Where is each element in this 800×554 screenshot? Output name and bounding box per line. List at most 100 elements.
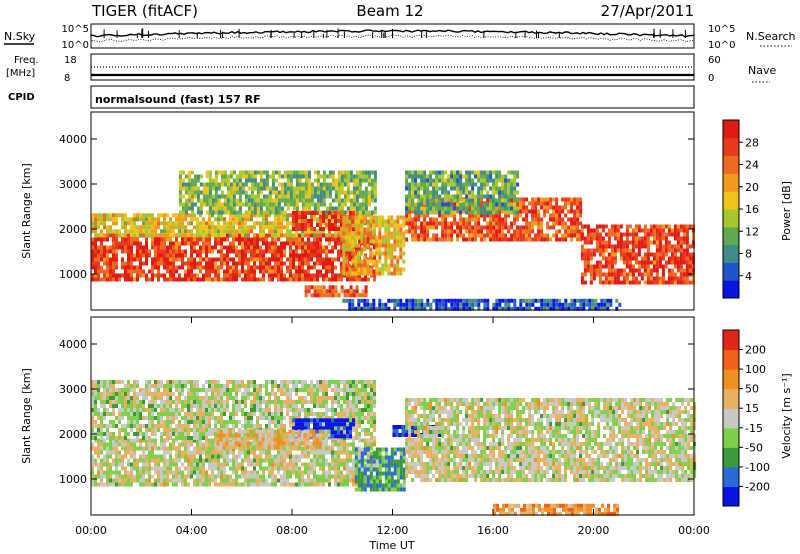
heatmap-cell <box>307 202 311 207</box>
heatmap-cell <box>504 217 508 222</box>
heatmap-cell <box>405 206 409 211</box>
heatmap-cell <box>157 269 160 274</box>
heatmap-cell <box>319 450 322 455</box>
heatmap-cell <box>289 178 293 183</box>
heatmap-cell <box>295 277 298 282</box>
heatmap-cell <box>283 458 286 463</box>
heatmap-cell <box>97 450 100 455</box>
heatmap-cell <box>628 252 632 257</box>
heatmap-cell <box>256 221 259 226</box>
heatmap-cell <box>217 233 220 238</box>
heatmap-cell <box>432 206 436 211</box>
heatmap-cell <box>298 458 301 463</box>
heatmap-cell <box>465 194 469 199</box>
heatmap-cell <box>160 474 163 479</box>
heatmap-cell <box>354 259 358 264</box>
heatmap-cell <box>531 302 535 307</box>
heatmap-cell <box>582 302 586 307</box>
heatmap-cell <box>328 237 331 242</box>
heatmap-cell <box>292 466 295 471</box>
heatmap-cell <box>244 269 247 274</box>
heatmap-cell <box>444 202 448 207</box>
heatmap-cell <box>106 450 109 455</box>
heatmap-cell <box>573 302 577 307</box>
heatmap-cell <box>304 249 307 254</box>
heatmap-cell <box>316 217 319 222</box>
heatmap-cell <box>373 198 377 203</box>
heatmap-cell <box>310 458 313 463</box>
heatmap-cell <box>307 454 310 459</box>
heatmap-cell <box>558 217 562 222</box>
heatmap-cell <box>103 269 106 274</box>
heatmap-cell <box>540 229 544 234</box>
heatmap-cell <box>549 298 553 303</box>
heatmap-cell <box>522 237 526 242</box>
heatmap-cell <box>304 194 308 199</box>
heatmap-cell <box>364 178 368 183</box>
heatmap-cell <box>453 221 457 226</box>
heatmap-cell <box>372 263 376 268</box>
heatmap-cell <box>340 249 343 254</box>
heatmap-cell <box>420 194 424 199</box>
heatmap-cell <box>286 470 289 475</box>
heatmap-cell <box>160 446 163 451</box>
heatmap-cell <box>573 217 577 222</box>
heatmap-cell <box>459 186 463 191</box>
heatmap-cell <box>622 252 626 257</box>
heatmap-cell <box>277 261 280 266</box>
heatmap-cell <box>163 241 166 246</box>
heatmap-cell <box>112 277 115 282</box>
heatmap-cell <box>652 260 656 265</box>
heatmap-cell <box>145 458 148 463</box>
heatmap-cell <box>408 217 412 222</box>
heatmap-cell <box>655 280 659 285</box>
heatmap-cell <box>384 259 388 264</box>
heatmap-cell <box>172 442 175 447</box>
heatmap-cell <box>217 462 220 467</box>
heatmap-cell <box>498 225 502 230</box>
heatmap-cell <box>492 206 496 211</box>
heatmap-cell <box>343 482 346 487</box>
heatmap-cell <box>124 277 127 282</box>
heatmap-cell <box>124 474 127 479</box>
heatmap-cell <box>310 450 313 455</box>
heatmap-cell <box>124 241 127 246</box>
heatmap-cell <box>447 206 451 211</box>
heatmap-cell <box>471 213 475 218</box>
heatmap-cell <box>91 245 94 250</box>
heatmap-cell <box>100 253 103 258</box>
heatmap-cell <box>355 198 359 203</box>
heatmap-cell <box>289 194 293 199</box>
heatmap-cell <box>238 450 241 455</box>
heatmap-cell <box>265 213 268 218</box>
heatmap-cell <box>190 454 193 459</box>
heatmap-cell <box>253 253 256 258</box>
heatmap-cell <box>646 232 650 237</box>
heatmap-cell <box>181 261 184 266</box>
heatmap-cell <box>363 231 367 236</box>
heatmap-cell <box>211 454 214 459</box>
heatmap-cell <box>163 261 166 266</box>
heatmap-cell <box>345 215 349 220</box>
heatmap-cell <box>417 186 421 191</box>
heatmap-cell <box>495 210 499 215</box>
heatmap-cell <box>354 306 358 311</box>
heatmap-cell <box>232 229 235 234</box>
heatmap-cell <box>301 219 304 223</box>
heatmap-cell <box>235 277 238 282</box>
heatmap-cell <box>549 306 553 311</box>
heatmap-cell <box>414 302 418 307</box>
heatmap-cell <box>157 277 160 282</box>
heatmap-cell <box>429 225 433 230</box>
heatmap-cell <box>456 306 460 311</box>
heatmap-cell <box>471 210 475 215</box>
heatmap-cell <box>643 232 647 237</box>
colorbar-segment <box>723 262 739 281</box>
heatmap-cell <box>349 289 353 294</box>
heatmap-cell <box>307 285 311 290</box>
heatmap-cell <box>214 277 217 282</box>
heatmap-cell <box>555 306 559 311</box>
heatmap-cell <box>537 237 541 242</box>
heatmap-cell <box>217 458 220 463</box>
heatmap-cell <box>340 438 343 443</box>
